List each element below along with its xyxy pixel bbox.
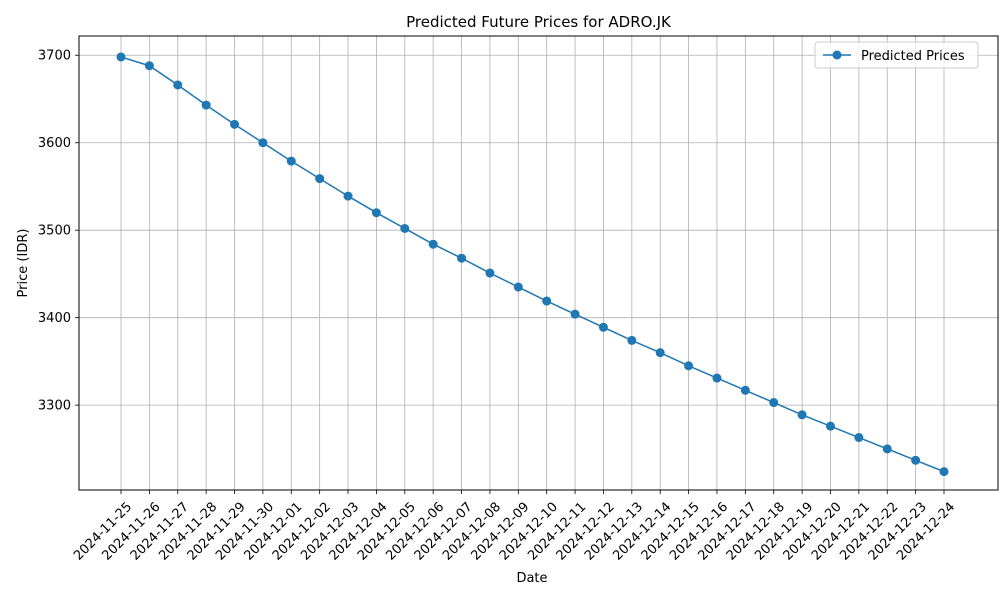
data-point xyxy=(570,309,580,319)
data-point xyxy=(286,156,296,166)
data-point xyxy=(655,348,665,358)
data-point xyxy=(201,100,211,110)
data-point xyxy=(939,467,949,477)
data-point xyxy=(371,208,381,218)
data-point xyxy=(825,421,835,431)
data-point xyxy=(513,282,523,292)
data-point xyxy=(627,335,637,345)
plot-frame xyxy=(78,35,999,491)
legend-marker xyxy=(832,50,842,60)
y-tick-label: 3300 xyxy=(38,399,71,414)
y-tick-label: 3500 xyxy=(38,224,71,239)
data-point xyxy=(684,361,694,371)
data-point xyxy=(457,253,467,263)
data-point xyxy=(911,455,921,465)
legend-label: Predicted Prices xyxy=(861,49,965,64)
data-point xyxy=(173,80,183,90)
data-point xyxy=(882,444,892,454)
legend-box xyxy=(814,41,979,69)
data-point xyxy=(769,398,779,408)
data-point xyxy=(315,174,325,184)
y-axis-label: Price (IDR) xyxy=(16,229,31,298)
y-tick-label: 3400 xyxy=(38,311,71,326)
y-tick-label: 3700 xyxy=(38,49,71,64)
data-point xyxy=(854,433,864,443)
data-point xyxy=(740,385,750,395)
data-point xyxy=(230,119,240,129)
data-point xyxy=(258,138,268,148)
x-axis-label: Date xyxy=(516,571,547,586)
data-point xyxy=(485,268,495,278)
data-point xyxy=(598,322,608,332)
legend: Predicted Prices xyxy=(814,41,979,69)
data-point xyxy=(400,223,410,233)
y-axis: 3300 3400 3500 3600 3700 xyxy=(38,49,79,414)
series-line xyxy=(120,56,945,473)
data-point xyxy=(542,296,552,306)
chart-title: Predicted Future Prices for ADRO.JK xyxy=(406,13,672,31)
data-point xyxy=(343,191,353,201)
data-point xyxy=(712,373,722,383)
data-point xyxy=(428,239,438,249)
data-point xyxy=(144,61,154,71)
data-point xyxy=(797,410,807,420)
data-point xyxy=(116,52,126,62)
series-layer xyxy=(116,52,949,477)
y-tick-label: 3600 xyxy=(38,136,71,151)
